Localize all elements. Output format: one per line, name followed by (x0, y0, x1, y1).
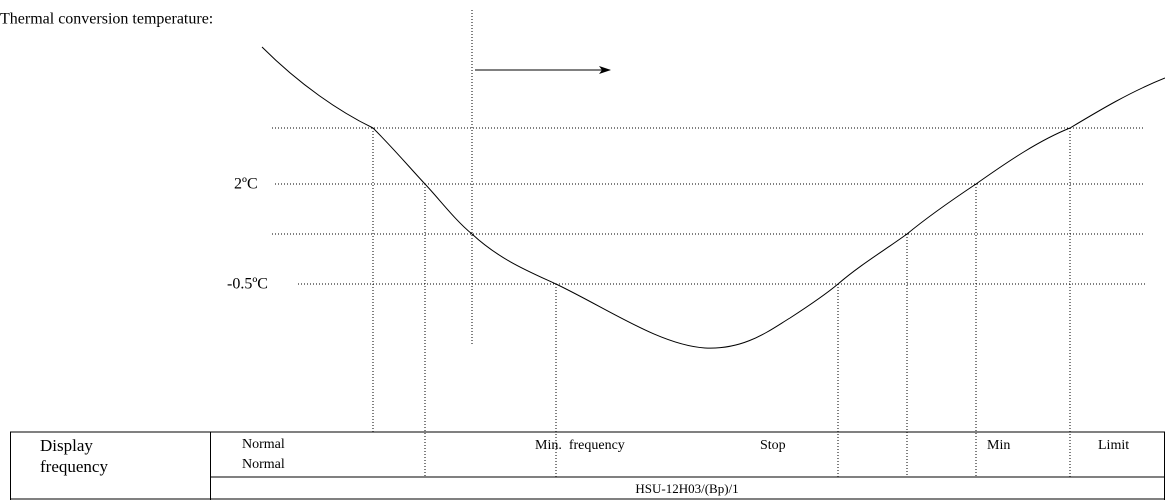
level-label: 2ºC (234, 176, 258, 193)
header-cell: Display (40, 436, 93, 455)
curve (261, 46, 1165, 349)
footer: HSU-12H03/(Bp)/1 (635, 481, 738, 496)
title: Thermal conversion temperature: (0, 11, 213, 28)
level-label: -0.5ºC (227, 276, 268, 293)
zone-label: Min (987, 438, 1010, 453)
zone-label: Limit (1098, 438, 1129, 453)
zone-label: Min. frequency (535, 438, 625, 453)
zone-label: Normal (242, 437, 285, 452)
header-cell: frequency (40, 457, 108, 476)
label-bg (230, 174, 274, 194)
zone-label: Stop (760, 438, 786, 453)
zone-label: Normal (242, 457, 285, 472)
